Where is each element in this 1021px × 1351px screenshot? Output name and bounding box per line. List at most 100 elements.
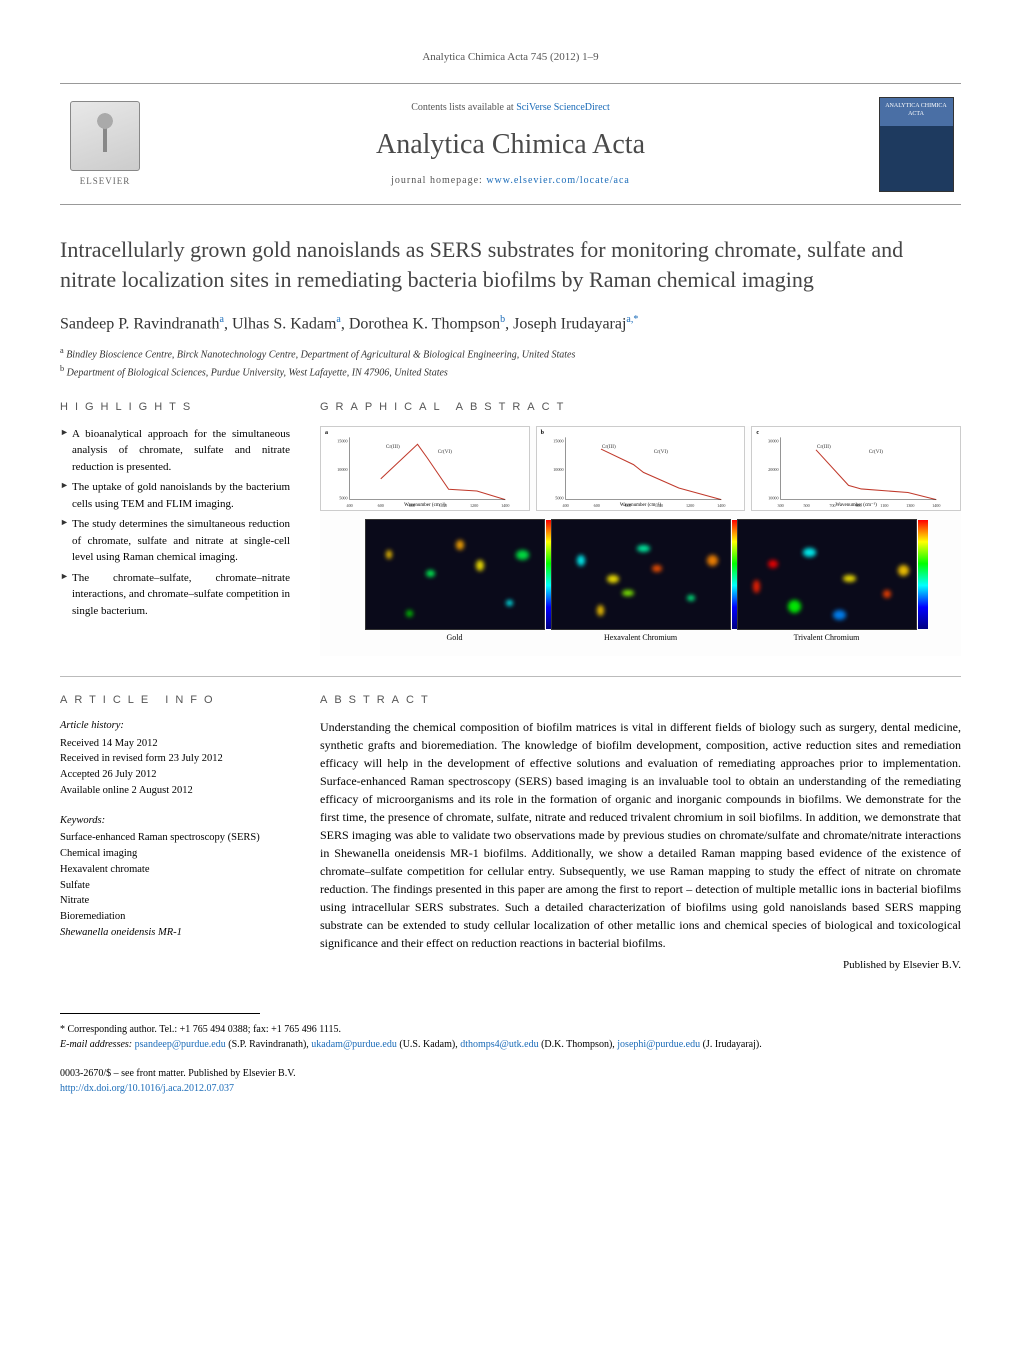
author-list: Sandeep P. Ravindranatha, Ulhas S. Kadam… [60,313,961,336]
email-who: (U.S. Kadam) [399,1039,455,1050]
svg-text:10000: 10000 [337,467,347,472]
email-who: (S.P. Ravindranath) [228,1039,306,1050]
svg-text:1300: 1300 [907,502,915,507]
author: Ulhas S. Kadam [232,315,336,332]
svg-text:1200: 1200 [470,502,478,507]
svg-text:1100: 1100 [881,502,889,507]
svg-text:15000: 15000 [337,438,347,443]
history-line: Accepted 26 July 2012 [60,767,290,783]
highlight-item: The study determines the simultaneous re… [60,516,290,566]
highlight-item: The chromate–sulfate, chromate–nitrate i… [60,570,290,620]
author-affil-sup: b [500,314,505,325]
svg-text:1400: 1400 [717,502,725,507]
heatmap-gold: Gold [365,519,545,644]
svg-text:5000: 5000 [339,495,347,500]
author-affil-sup: a,* [626,314,638,325]
publisher-logo: ELSEVIER [60,94,150,194]
spectrum-chart-b: b Cr(III)Cr(VI) 400600800100012001400 15… [536,426,746,511]
svg-text:Cr(VI): Cr(VI) [869,447,883,454]
highlight-item: The uptake of gold nanoislands by the ba… [60,479,290,512]
chart-xlabel: Wavenumber (cm⁻¹) [620,502,661,509]
history-line: Available online 2 August 2012 [60,783,290,799]
svg-text:5000: 5000 [555,495,563,500]
journal-header: ELSEVIER Contents lists available at Sci… [60,83,961,205]
email-link[interactable]: ukadam@purdue.edu [311,1039,397,1050]
keywords-block: Keywords: Surface-enhanced Raman spectro… [60,813,290,941]
email-link[interactable]: dthomps4@utk.edu [460,1039,538,1050]
header-center: Contents lists available at SciVerse Sci… [150,101,871,188]
sciencedirect-link[interactable]: SciVerse ScienceDirect [516,102,610,113]
email-who: (J. Irudayaraj) [703,1039,760,1050]
issn-line: 0003-2670/$ – see front matter. Publishe… [60,1066,961,1081]
keyword: Sulfate [60,878,290,894]
author: Dorothea K. Thompson [349,315,500,332]
footer-meta: 0003-2670/$ – see front matter. Publishe… [60,1066,961,1096]
svg-text:30000: 30000 [769,438,779,443]
svg-text:Cr(III): Cr(III) [602,442,616,449]
heatmap-image [551,519,731,631]
journal-name: Analytica Chimica Acta [150,125,871,164]
svg-text:400: 400 [562,502,568,507]
svg-text:20000: 20000 [769,467,779,472]
elsevier-tree-icon [70,101,140,171]
svg-text:1400: 1400 [501,502,509,507]
abstract-heading: ABSTRACT [320,693,961,708]
keyword: Hexavalent chromate [60,862,290,878]
corr-marker: * [60,1024,65,1035]
corresponding-author: * Corresponding author. Tel.: +1 765 494… [60,1022,961,1052]
svg-text:1400: 1400 [932,502,940,507]
email-link[interactable]: psandeep@purdue.edu [135,1039,226,1050]
chart-label: c [756,429,759,437]
keyword: Nitrate [60,893,290,909]
highlight-item: A bioanalytical approach for the simulta… [60,426,290,476]
chart-xlabel: Wavenumber (cm⁻¹) [404,502,445,509]
svg-text:600: 600 [378,502,384,507]
svg-text:15000: 15000 [553,438,563,443]
author-affil-sup: a [336,314,340,325]
heatmap-caption: Gold [365,630,545,643]
highlights-list: A bioanalytical approach for the simulta… [60,426,290,620]
contents-prefix: Contents lists available at [411,102,516,113]
article-info-heading: ARTICLE INFO [60,693,290,708]
journal-reference: Analytica Chimica Acta 745 (2012) 1–9 [60,50,961,65]
heatmap-trivalent-chromium: Trivalent Chromium [737,519,917,644]
spectrum-chart-c: c Cr(III)Cr(VI) 300500700900110013001400… [751,426,961,511]
svg-text:600: 600 [593,502,599,507]
highlights-heading: HIGHLIGHTS [60,400,290,415]
affiliation: b Department of Biological Sciences, Pur… [60,363,961,380]
svg-text:Cr(III): Cr(III) [386,442,400,449]
keyword: Chemical imaging [60,846,290,862]
homepage-link[interactable]: www.elsevier.com/locate/aca [486,175,630,186]
published-by: Published by Elsevier B.V. [320,958,961,973]
email-who: (D.K. Thompson) [541,1039,612,1050]
email-link[interactable]: josephi@purdue.edu [617,1039,700,1050]
chart-xlabel: Wavenumber (cm⁻¹) [835,502,876,509]
author: Sandeep P. Ravindranath [60,315,220,332]
article-title: Intracellularly grown gold nanoislands a… [60,235,961,294]
svg-text:10000: 10000 [769,495,779,500]
author-affil-sup: a [220,314,224,325]
heatmap-caption: Trivalent Chromium [737,630,917,643]
affiliation: a Bindley Bioscience Centre, Birck Nanot… [60,345,961,362]
svg-text:500: 500 [804,502,810,507]
history-line: Received in revised form 23 July 2012 [60,751,290,767]
keyword: Shewanella oneidensis MR-1 [60,925,290,941]
svg-text:Cr(VI): Cr(VI) [653,447,667,454]
svg-text:10000: 10000 [553,467,563,472]
svg-text:Cr(III): Cr(III) [817,442,831,449]
journal-cover-image: ANALYTICA CHIMICA ACTA [879,97,954,192]
keyword: Bioremediation [60,909,290,925]
svg-text:300: 300 [778,502,784,507]
heatmap-image [737,519,917,631]
chart-label: b [541,429,544,437]
homepage-prefix: journal homepage: [391,175,486,186]
history-line: Received 14 May 2012 [60,736,290,752]
svg-text:400: 400 [347,502,353,507]
graphical-abstract-heading: GRAPHICAL ABSTRACT [320,400,961,415]
corr-label: Corresponding author. Tel.: +1 765 494 0… [68,1024,342,1035]
doi-link[interactable]: http://dx.doi.org/10.1016/j.aca.2012.07.… [60,1083,234,1094]
publisher-label: ELSEVIER [80,175,131,188]
contents-line: Contents lists available at SciVerse Sci… [150,101,871,115]
homepage-line: journal homepage: www.elsevier.com/locat… [150,174,871,188]
svg-text:Cr(VI): Cr(VI) [438,447,452,454]
